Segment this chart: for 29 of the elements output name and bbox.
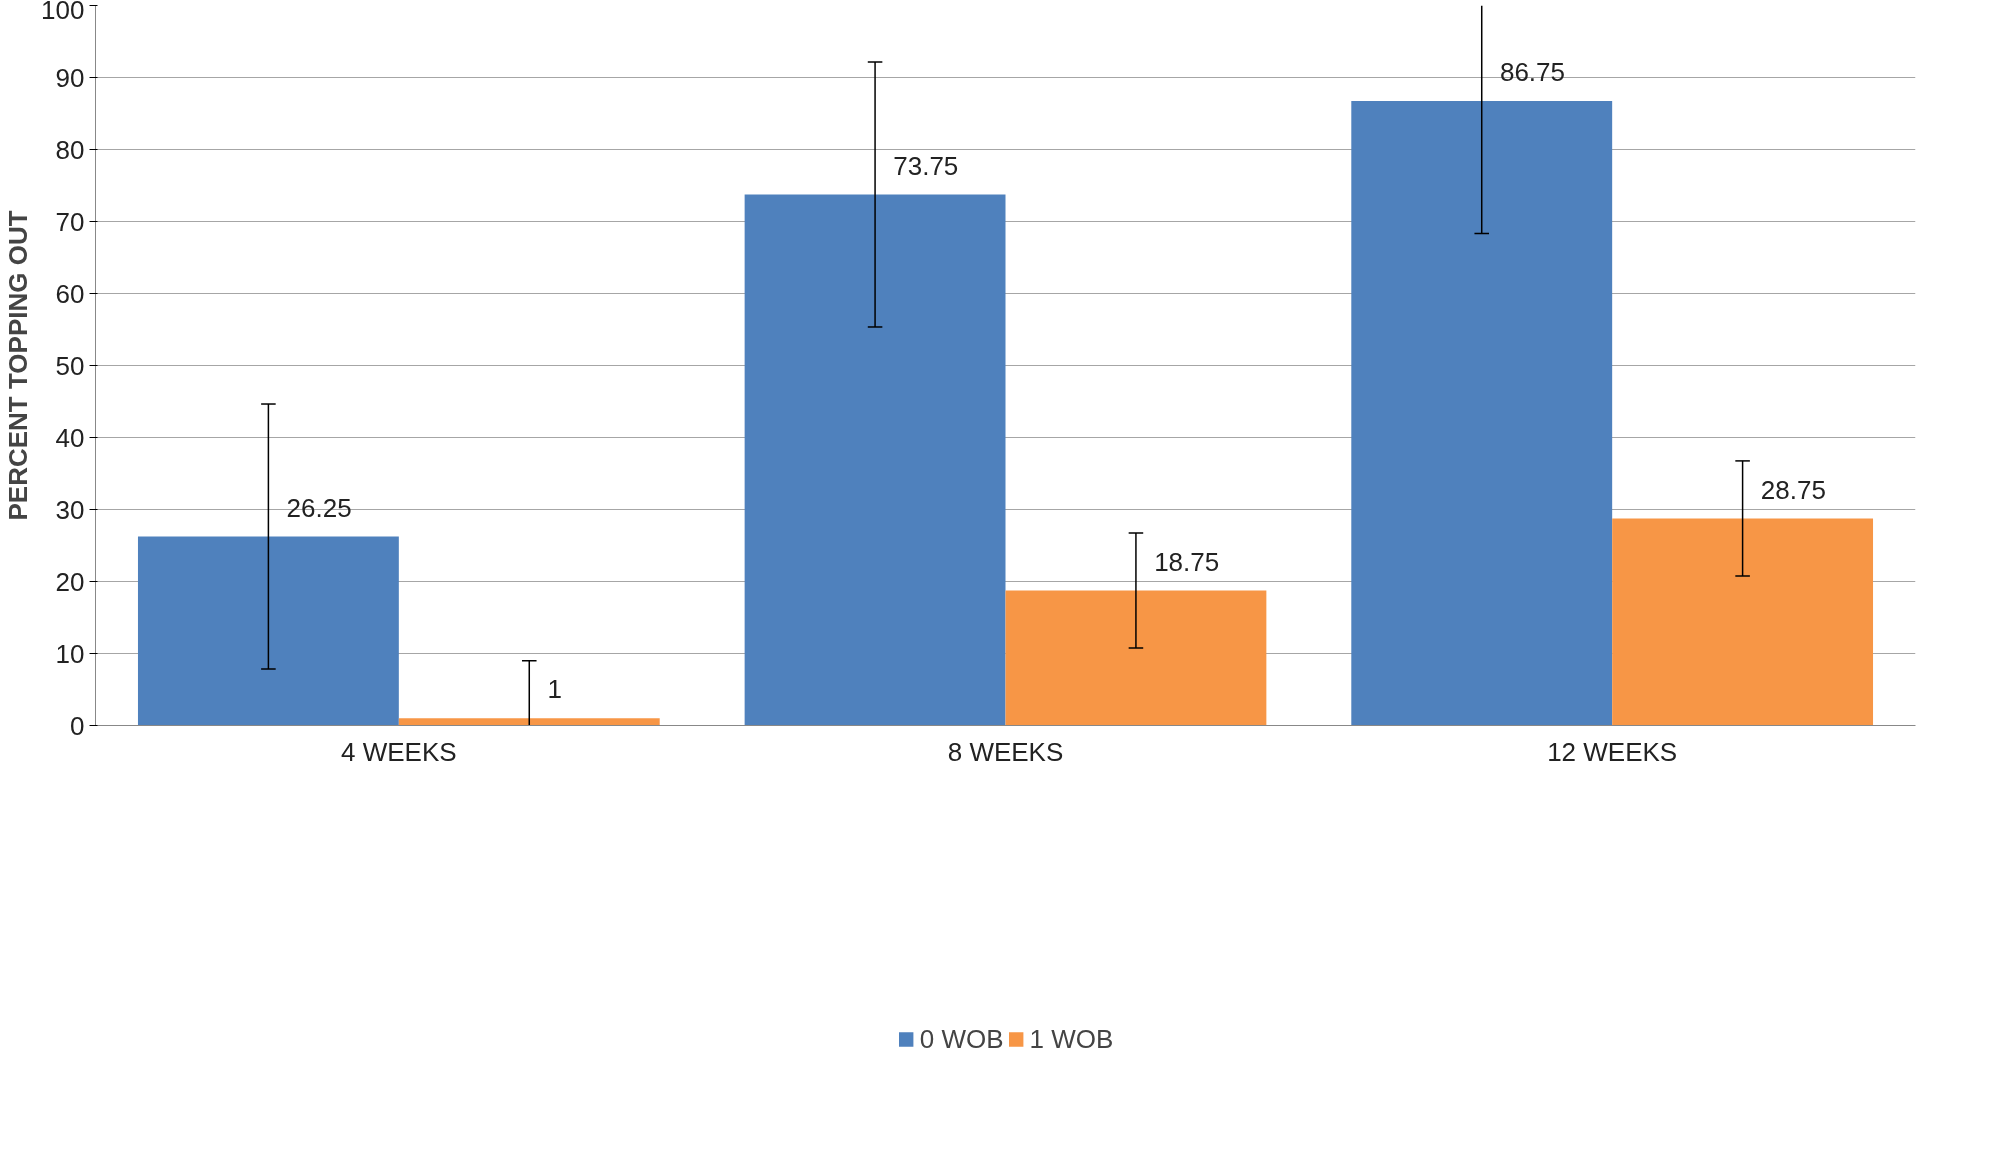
y-tick-label: 20 [55,566,85,597]
y-tick-label: 70 [55,206,85,237]
bar [1005,590,1267,726]
data-label: 86.75 [1499,56,1566,87]
y-tick-label: 90 [55,62,85,93]
y-tick-label: 30 [55,494,85,525]
y-axis-title: PERCENT TOPPING OUT [3,210,34,521]
bar [1612,518,1874,726]
y-tick-label: 60 [55,278,85,309]
legend-label: 0 WOB [919,1023,1004,1055]
data-label: 28.75 [1760,474,1826,505]
bar [137,536,399,726]
y-tick-label: 50 [55,350,85,381]
data-label: 18.75 [1154,546,1220,577]
bar [1351,100,1613,726]
y-tick-label: 10 [55,638,85,669]
x-tick-label: 8 WEEKS [947,736,1064,767]
bar [398,718,660,726]
y-tick-label: 40 [55,422,85,453]
legend-label: 1 WOB [1029,1023,1114,1055]
x-tick-label: 4 WEEKS [341,736,457,767]
data-label: 26.25 [286,492,352,523]
y-tick-label: 100 [41,0,85,25]
data-label: 73.75 [893,150,959,181]
bar [744,194,1006,726]
x-tick-label: 12 WEEKS [1547,736,1678,767]
y-tick-label: 0 [70,710,85,741]
data-label: 1 [547,674,562,705]
y-tick-label: 80 [55,134,85,165]
